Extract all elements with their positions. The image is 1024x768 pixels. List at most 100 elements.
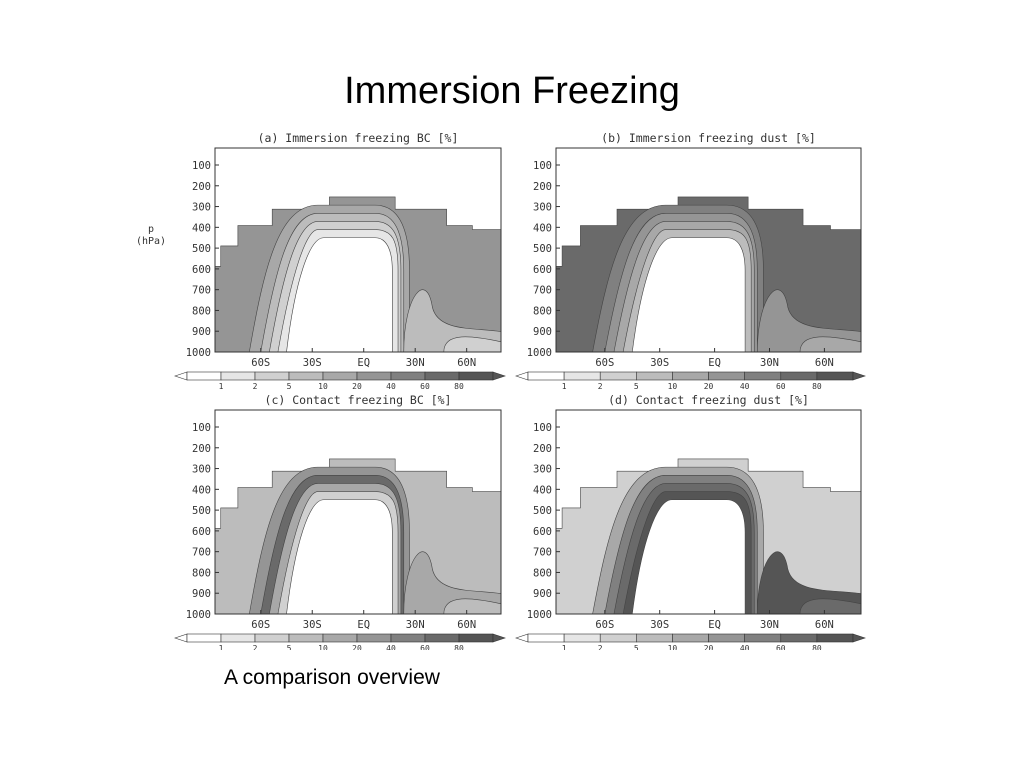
y-tick-label: 600 bbox=[192, 526, 211, 538]
colorbar-label: 60 bbox=[776, 644, 786, 650]
y-tick-label: 500 bbox=[192, 243, 211, 255]
y-tick-label: 800 bbox=[192, 567, 211, 579]
figure-panel-grid: (a) Immersion freezing BC [%] 100 200 300 40… bbox=[130, 128, 870, 653]
contour-lobe-north bbox=[756, 551, 862, 615]
y-tick-label: 700 bbox=[533, 285, 552, 297]
colorbar-segment bbox=[527, 371, 565, 381]
y-tick-label: 400 bbox=[192, 222, 211, 234]
colorbar-label: 5 bbox=[634, 644, 639, 650]
colorbar-label: 10 bbox=[668, 644, 678, 650]
x-tick-label: 60N bbox=[815, 357, 834, 369]
colorbar-segment bbox=[322, 371, 358, 381]
colorbar-segment bbox=[220, 633, 256, 643]
panel-title: (d) Contact freezing dust [%] bbox=[608, 393, 809, 407]
colorbar-label: 10 bbox=[318, 382, 328, 391]
colorbar-label: 2 bbox=[598, 644, 603, 650]
colorbar-label: 80 bbox=[454, 382, 464, 391]
y-tick-label: 200 bbox=[192, 181, 211, 193]
colorbar-label: 40 bbox=[386, 382, 396, 391]
colorbar-label: 60 bbox=[776, 382, 786, 391]
colorbar-segment bbox=[527, 633, 565, 643]
colorbar-segment bbox=[458, 633, 494, 643]
y-tick-label: 500 bbox=[192, 505, 211, 517]
colorbar-label: 80 bbox=[812, 382, 822, 391]
figure-svg: (a) Immersion freezing BC [%] 100 200 300 40… bbox=[136, 131, 866, 653]
chart-panel-3: (c) Contact freezing BC [%] 100 200 300 400 5… bbox=[174, 393, 506, 653]
colorbar-label: 60 bbox=[420, 382, 430, 391]
colorbar: 1 2 5 10 20 40 60 80 bbox=[515, 633, 866, 653]
plot-frame bbox=[555, 147, 862, 353]
colorbar-label: 1 bbox=[562, 644, 567, 650]
y-tick-label: 700 bbox=[533, 547, 552, 559]
colorbar-label: 10 bbox=[318, 644, 328, 650]
colorbar-label: 1 bbox=[562, 382, 567, 391]
chart-panel-4: (d) Contact freezing dust [%] 100 200 300 40… bbox=[515, 393, 866, 653]
y-tick-label: 800 bbox=[533, 567, 552, 579]
x-tick-label: 60S bbox=[251, 619, 270, 631]
colorbar-segment bbox=[563, 633, 601, 643]
colorbar-segment bbox=[708, 633, 745, 643]
panel-title: (b) Immersion freezing dust [%] bbox=[601, 131, 816, 145]
colorbar-segment bbox=[322, 633, 358, 643]
x-tick-label: 30N bbox=[760, 619, 779, 631]
colorbar-segment bbox=[356, 371, 392, 381]
colorbar: 1 2 5 10 20 40 60 80 bbox=[174, 371, 506, 391]
colorbar-segment bbox=[744, 371, 782, 381]
y-tick-label: 100 bbox=[192, 422, 211, 434]
colorbar-end-left bbox=[515, 371, 529, 381]
y-tick-label: 900 bbox=[533, 326, 552, 338]
y-tick-label: 600 bbox=[192, 264, 211, 276]
x-tick-label: 30N bbox=[760, 357, 779, 369]
y-tick-label: 900 bbox=[192, 326, 211, 338]
colorbar-label: 2 bbox=[253, 644, 258, 650]
y-tick-label: 300 bbox=[533, 202, 552, 214]
colorbar-segment bbox=[220, 371, 256, 381]
y-tick-label: 300 bbox=[192, 202, 211, 214]
colorbar-segment bbox=[780, 371, 818, 381]
colorbar-label: 80 bbox=[812, 644, 822, 650]
y-tick-label: 900 bbox=[192, 588, 211, 600]
plot-frame bbox=[555, 409, 862, 615]
colorbar-label: 20 bbox=[704, 644, 714, 650]
colorbar-segment bbox=[599, 371, 637, 381]
y-tick-label: 1000 bbox=[527, 609, 552, 621]
y-tick-label: 800 bbox=[192, 305, 211, 317]
colorbar-label: 20 bbox=[352, 644, 362, 650]
y-tick-label: 800 bbox=[533, 305, 552, 317]
x-tick-label: 30S bbox=[650, 619, 669, 631]
colorbar-segment bbox=[186, 633, 222, 643]
colorbar-segment bbox=[672, 371, 709, 381]
colorbar-label: 40 bbox=[740, 644, 750, 650]
x-tick-label: 30S bbox=[303, 357, 322, 369]
colorbar-segment bbox=[816, 633, 854, 643]
colorbar-end-right bbox=[492, 371, 506, 381]
y-tick-label: 1000 bbox=[186, 347, 211, 359]
panel-title: (c) Contact freezing BC [%] bbox=[265, 393, 452, 407]
colorbar-end-left bbox=[515, 633, 529, 643]
x-tick-label: EQ bbox=[357, 357, 370, 369]
clear-interior bbox=[631, 237, 746, 353]
clear-interior bbox=[286, 499, 393, 615]
y-tick-label: 1000 bbox=[527, 347, 552, 359]
colorbar-segment bbox=[636, 633, 673, 643]
y-tick-label: 900 bbox=[533, 588, 552, 600]
colorbar-end-right bbox=[852, 633, 866, 643]
colorbar-segment bbox=[390, 371, 426, 381]
colorbar-segment bbox=[563, 371, 601, 381]
colorbar-segment bbox=[636, 371, 673, 381]
y-tick-label: 500 bbox=[533, 243, 552, 255]
colorbar-label: 2 bbox=[598, 382, 603, 391]
x-tick-label: 60N bbox=[457, 357, 476, 369]
colorbar-segment bbox=[816, 371, 854, 381]
colorbar-end-left bbox=[174, 633, 188, 643]
colorbar-segment bbox=[356, 633, 392, 643]
slide-title: Immersion Freezing bbox=[344, 70, 680, 112]
colorbar-label: 40 bbox=[386, 644, 396, 650]
colorbar-end-right bbox=[852, 371, 866, 381]
chart-panel-1: (a) Immersion freezing BC [%] 100 200 300 40… bbox=[136, 131, 506, 391]
chart-panel-2: (b) Immersion freezing dust [%] 100 200 300… bbox=[515, 131, 866, 391]
colorbar-label: 20 bbox=[352, 382, 362, 391]
y-tick-label: 300 bbox=[533, 464, 552, 476]
y-axis-label: (hPa) bbox=[136, 236, 166, 247]
x-tick-label: 60N bbox=[815, 619, 834, 631]
